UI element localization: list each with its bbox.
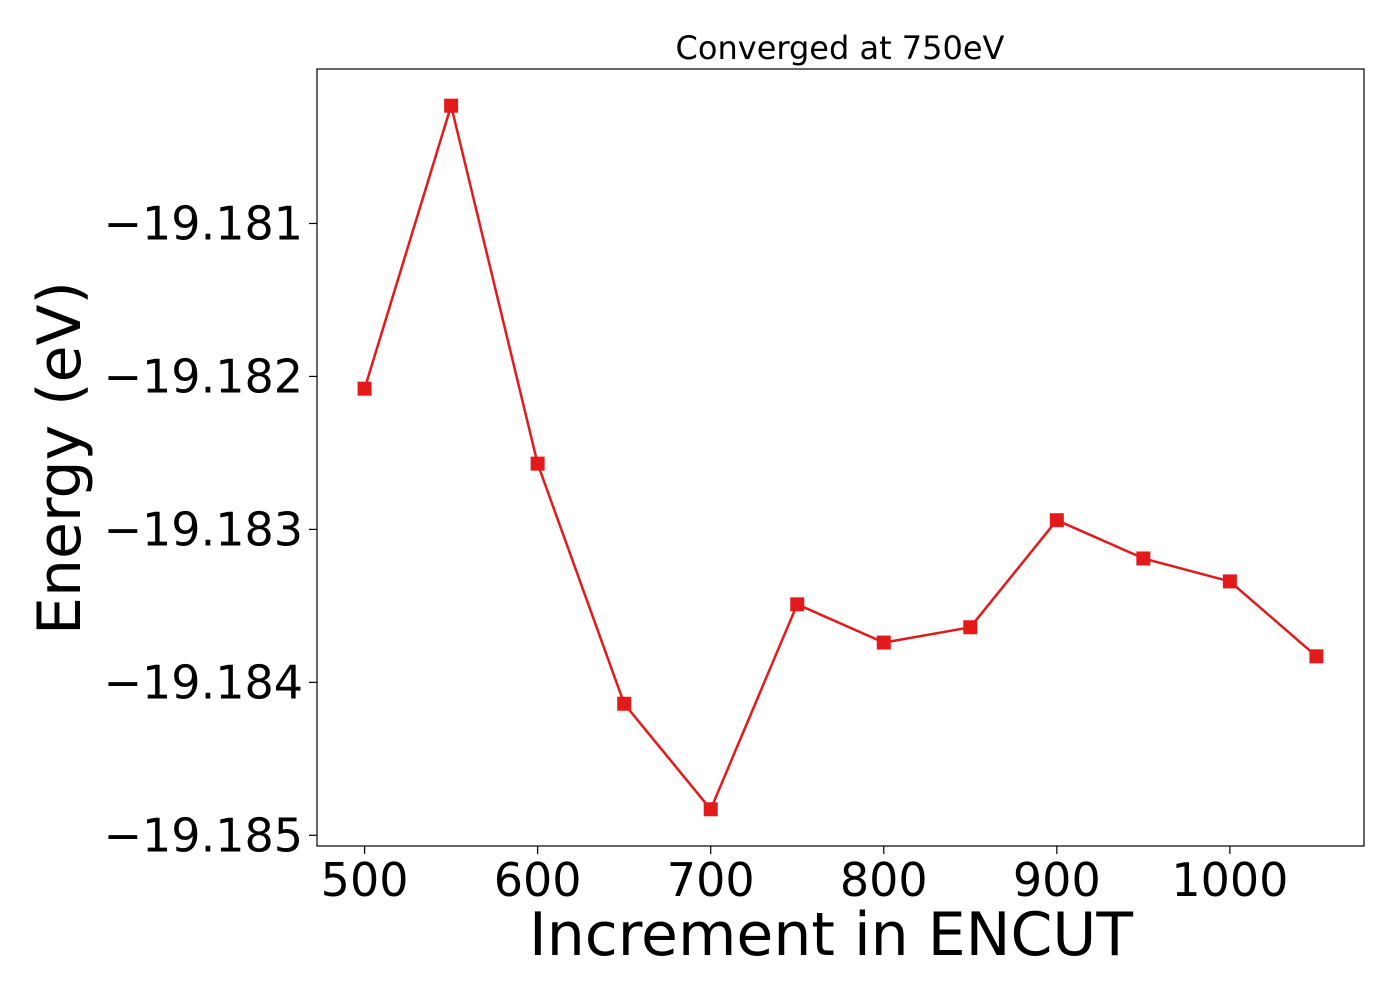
data-point bbox=[444, 98, 459, 113]
data-point bbox=[530, 456, 545, 471]
data-point bbox=[1222, 574, 1237, 589]
y-tick-label: −19.182 bbox=[104, 349, 304, 403]
x-axis: 500 600 700 800 900 1000 bbox=[321, 846, 1288, 907]
data-point bbox=[1309, 649, 1324, 664]
data-point bbox=[703, 802, 718, 817]
data-point bbox=[1049, 513, 1064, 528]
data-point bbox=[963, 620, 978, 635]
chart-title: Converged at 750eV bbox=[676, 29, 1005, 67]
y-tick-label: −19.185 bbox=[104, 808, 304, 862]
y-axis: −19.181 −19.182 −19.183 −19.184 −19.185 bbox=[104, 196, 317, 862]
y-axis-label: Energy (eV) bbox=[25, 281, 95, 635]
x-tick-label: 900 bbox=[1013, 853, 1101, 907]
data-point bbox=[1136, 551, 1151, 566]
data-point bbox=[357, 381, 372, 396]
x-tick-label: 500 bbox=[321, 853, 409, 907]
data-point bbox=[617, 696, 632, 711]
y-tick-label: −19.184 bbox=[104, 655, 304, 709]
x-axis-label: Increment in ENCUT bbox=[529, 900, 1133, 970]
plot-area bbox=[357, 98, 1324, 817]
plot-frame bbox=[316, 68, 1365, 847]
x-tick-label: 600 bbox=[494, 853, 582, 907]
x-tick-label: 1000 bbox=[1171, 853, 1288, 907]
x-tick-label: 800 bbox=[840, 853, 928, 907]
data-point bbox=[790, 597, 805, 612]
y-tick-label: −19.183 bbox=[104, 502, 304, 556]
data-point bbox=[876, 635, 891, 650]
series-line bbox=[363, 104, 1318, 811]
x-tick-label: 700 bbox=[667, 853, 755, 907]
y-tick-label: −19.181 bbox=[104, 196, 304, 250]
